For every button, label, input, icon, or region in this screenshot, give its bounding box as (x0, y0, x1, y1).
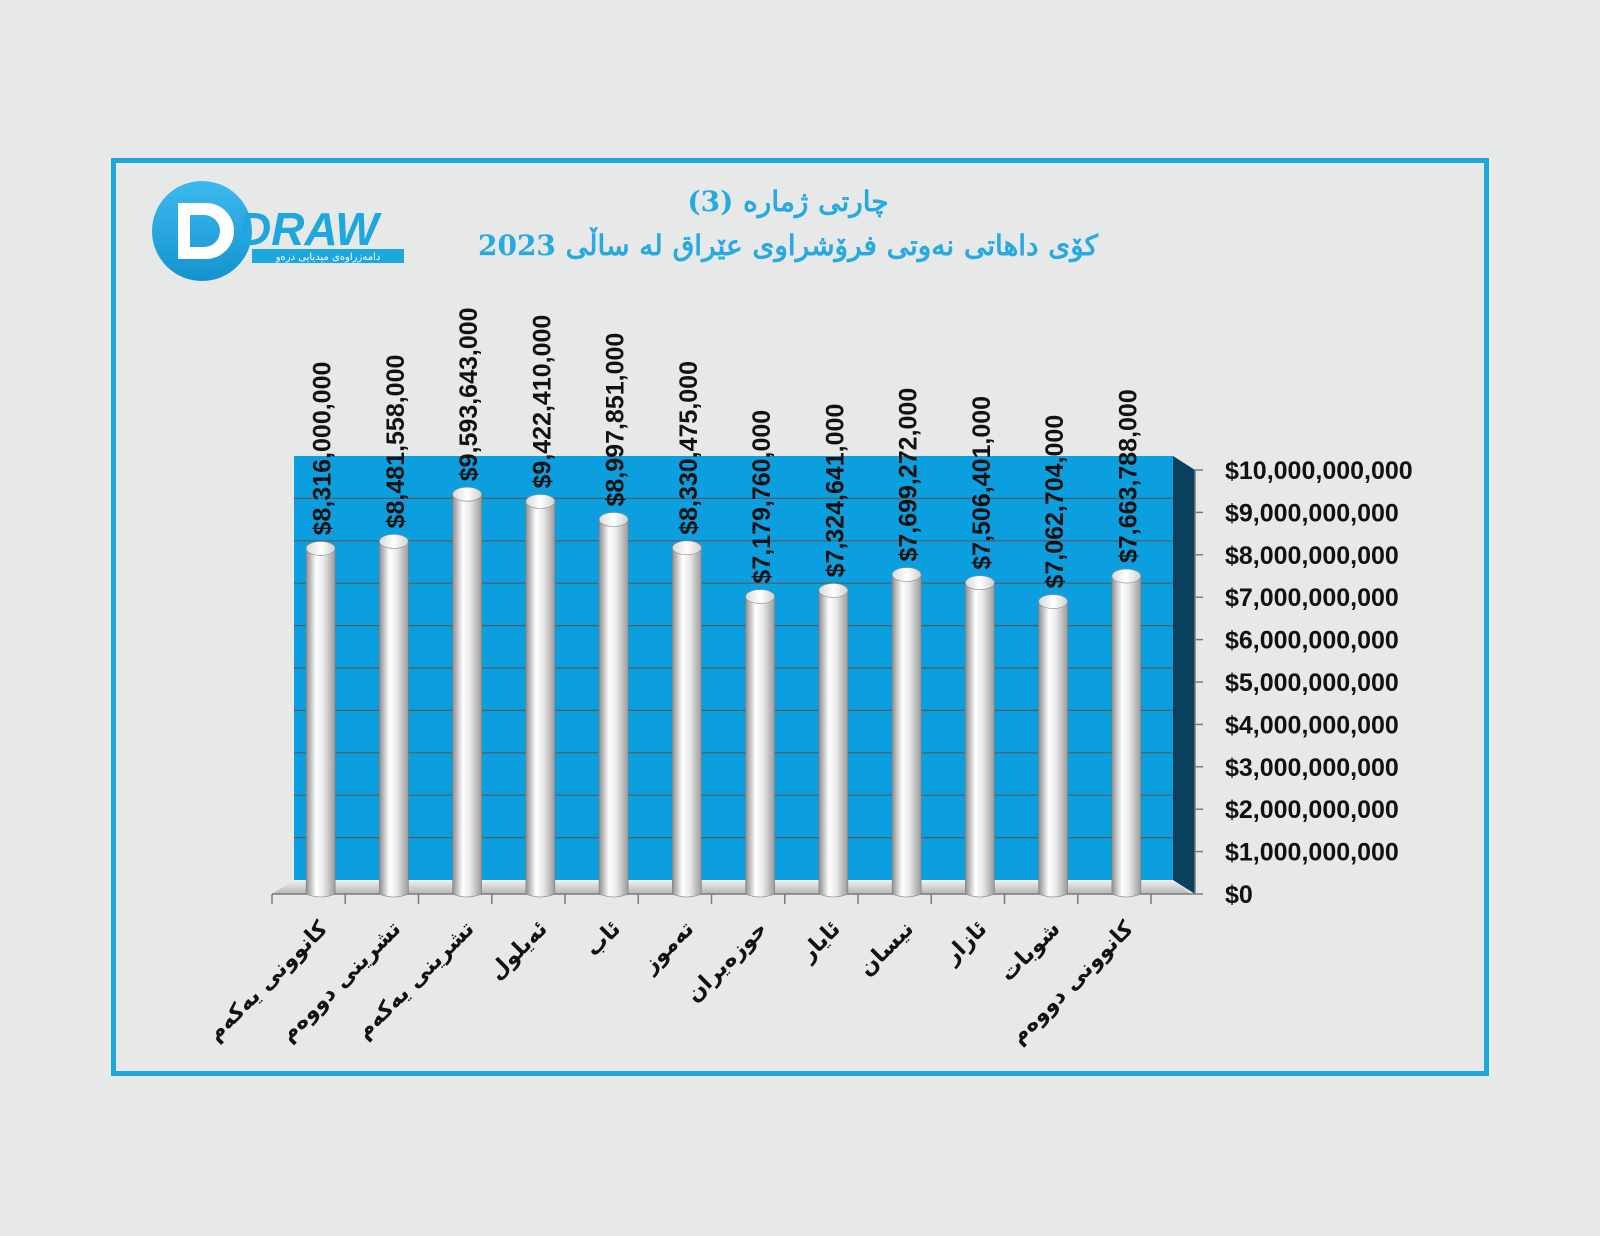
x-category-label: ئازار (939, 917, 992, 970)
logo-tagline: دامەزراوەی میدیایی درەو (275, 252, 381, 263)
bar-value-label: $7,324,641,000 (821, 404, 849, 578)
plot-floor (272, 880, 1191, 894)
bar (1038, 594, 1068, 898)
bar-value-label: $7,699,272,000 (895, 388, 923, 562)
bar (598, 512, 629, 898)
bar (452, 486, 482, 898)
x-category-label: ئاب (581, 917, 626, 962)
bar-body (379, 540, 409, 898)
y-tick-label: $0 (1225, 881, 1253, 909)
bar-body (598, 519, 629, 898)
bar-value-label: $9,422,410,000 (528, 315, 556, 489)
bar-cap (525, 494, 556, 509)
bar-cap (818, 583, 849, 598)
bar (305, 541, 336, 898)
y-tick-label: $10,000,000,000 (1225, 457, 1413, 485)
logo-d-glyph (178, 203, 234, 259)
bar-cap (1038, 594, 1068, 609)
bar-cap (379, 534, 409, 549)
bar (672, 540, 702, 898)
bar-cap (598, 512, 629, 527)
bar-cap (745, 589, 775, 604)
bar (745, 589, 775, 898)
bar-value-label: $8,330,475,000 (675, 361, 703, 535)
bar-cap (452, 486, 482, 502)
bar-body (891, 574, 922, 898)
draw-logo: DRAW دامەزراوەی میدیایی درەو (152, 181, 404, 281)
y-tick-label: $3,000,000,000 (1225, 754, 1399, 782)
x-category-label: ئایار (795, 917, 846, 968)
plot-side-wall (1173, 456, 1195, 894)
bar-value-label: $8,997,851,000 (602, 333, 630, 507)
bar-body (1038, 601, 1068, 898)
bar-body (745, 596, 775, 898)
chart-frame: DRAW دامەزراوەی میدیایی درەو چارتی ژمارە… (111, 158, 1489, 1076)
bar-body (1111, 575, 1142, 898)
bar-value-label: $7,179,760,000 (748, 410, 776, 584)
chart-subtitle: كۆی داهاتی نەوتی فرۆشراوی عێراق لە ساڵی … (478, 227, 1099, 263)
logo-text: DRAW (238, 203, 382, 255)
bar (818, 583, 849, 898)
bar-cap (1111, 568, 1142, 584)
bar-body (965, 582, 995, 898)
y-tick-label: $7,000,000,000 (1225, 584, 1399, 612)
bar-value-label: $9,593,643,000 (455, 307, 483, 481)
bar-body (525, 501, 556, 898)
y-tick-label: $4,000,000,000 (1225, 711, 1399, 739)
bar (525, 494, 556, 898)
bar-value-label: $7,663,788,000 (1114, 389, 1142, 563)
bar-value-label: $8,481,558,000 (382, 355, 410, 529)
y-tick-label: $2,000,000,000 (1225, 796, 1399, 824)
bar-cap (891, 567, 922, 582)
chart-title: چارتی ژمارە (3) (687, 185, 888, 219)
x-category-label: حوزەیران (681, 917, 772, 1008)
logo-circle-icon (152, 181, 252, 281)
logo-tagline-bar (252, 249, 404, 263)
bar-chart: DRAW دامەزراوەی میدیایی درەو چارتی ژمارە… (152, 181, 1413, 1049)
x-category-label: تەموز (637, 917, 699, 979)
y-tick-label: $8,000,000,000 (1225, 542, 1399, 570)
bar (1111, 568, 1142, 898)
x-category-label: كانوونی دووەم (1006, 916, 1139, 1049)
x-category-label: ئەیلول (484, 917, 552, 985)
y-tick-label: $5,000,000,000 (1225, 669, 1399, 697)
bar-value-label: $7,506,401,000 (968, 396, 996, 570)
bar-cap (965, 575, 995, 591)
bar-cap (305, 541, 336, 556)
bar-value-label: $8,316,000,000 (309, 362, 337, 536)
bar (891, 567, 922, 898)
bar-value-label: $7,062,704,000 (1041, 415, 1069, 589)
bar-body (818, 589, 849, 898)
y-tick-label: $9,000,000,000 (1225, 499, 1399, 527)
bar-body (305, 547, 336, 898)
x-category-label: كانوونی یەكەم (203, 916, 333, 1046)
bar (379, 534, 409, 898)
y-tick-label: $1,000,000,000 (1225, 839, 1399, 867)
bar-cap (672, 540, 702, 556)
x-category-label: نیسان (854, 917, 919, 982)
plot-area: $0 $1,000,000,000 $2,000,000,000 $3,000,000… (203, 307, 1413, 1049)
bar (965, 575, 995, 898)
bar-body (672, 547, 702, 898)
x-category-label: شوبات (995, 917, 1065, 987)
bar-body (452, 493, 482, 898)
y-tick-label: $6,000,000,000 (1225, 627, 1399, 655)
